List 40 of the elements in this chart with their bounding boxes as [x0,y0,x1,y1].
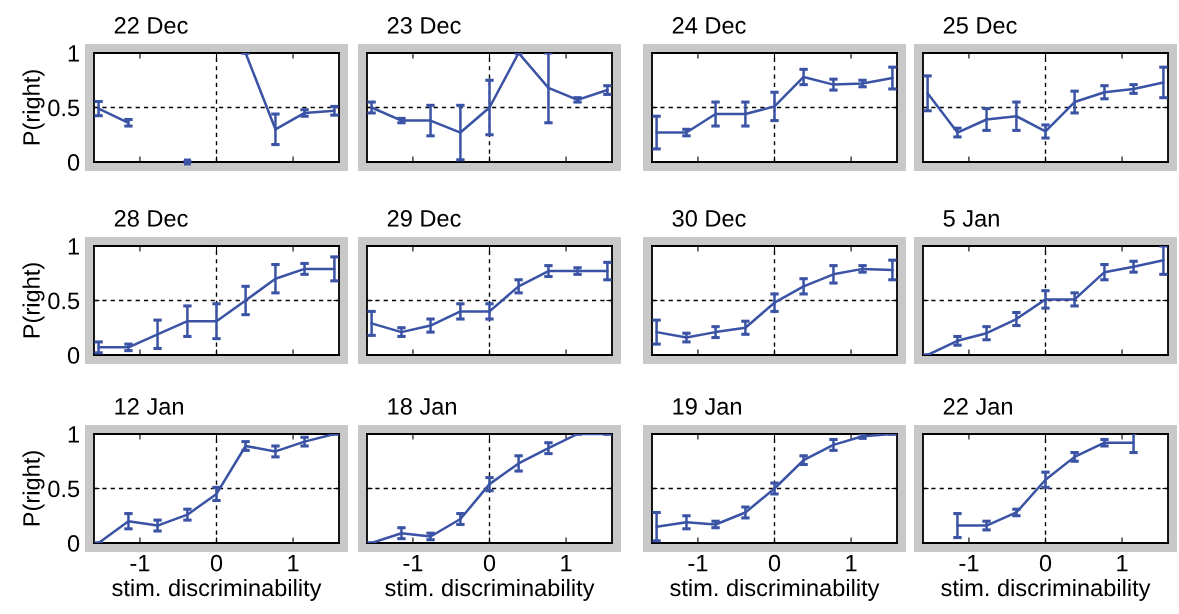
x-tick-label: 1 [561,554,572,572]
x-tick-label: -1 [130,554,150,572]
chart-title: 22 Jan [943,398,1012,415]
x-tick-label: 0 [768,554,781,572]
x-tick-label: -1 [403,554,423,572]
y-tick-label: 0 [67,154,80,171]
y-tick-label: 1 [68,45,79,62]
y-tick-label: 0.5 [48,292,80,310]
chart-title: 12 Jan [115,398,183,415]
chart-title: 18 Jan [388,398,456,415]
chart-title: 19 Jan [673,398,741,415]
chart-title: 25 Dec [943,17,1017,34]
chart-title: 28 Dec [114,210,188,227]
y-axis-title: P(right) [22,263,45,338]
x-tick-label: 0 [1039,554,1052,572]
chart-title: 5 Jan [943,210,999,227]
chart-title: 22 Dec [114,17,188,34]
x-axis-title: stim. discriminability [670,578,880,601]
y-tick-label: 0.5 [48,99,80,117]
x-tick-label: 1 [1117,554,1128,572]
y-axis-title: P(right) [22,70,45,145]
y-tick-label: 0 [67,535,80,552]
x-axis-title: stim. discriminability [941,578,1151,601]
y-axis-title: P(right) [22,451,45,526]
chart-title: 29 Dec [387,210,461,227]
chart-title: 23 Dec [387,17,461,34]
x-tick-label: 0 [483,554,496,572]
y-tick-label: 0.5 [48,480,80,498]
x-tick-label: -1 [688,554,708,572]
y-tick-label: 1 [68,426,79,443]
x-tick-label: 1 [288,554,299,572]
chart-title: 30 Dec [672,210,746,227]
x-axis-title: stim. discriminability [112,578,322,601]
x-tick-label: -1 [959,554,979,572]
x-tick-label: 1 [846,554,857,572]
y-tick-label: 1 [68,238,79,255]
x-tick-label: 0 [210,554,223,572]
x-axis-title: stim. discriminability [385,578,595,601]
chart-title: 24 Dec [672,17,746,34]
y-tick-label: 0 [67,347,80,364]
